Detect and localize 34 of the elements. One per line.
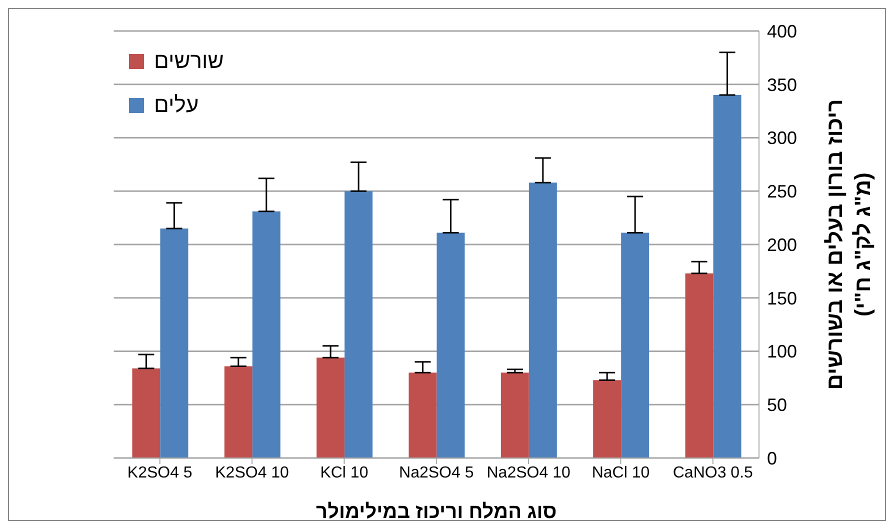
- y-tick-label: 0: [767, 448, 778, 468]
- y-tick-label: 400: [767, 21, 798, 42]
- x-tick-label: K2SO4 5: [127, 464, 192, 482]
- y-tick-label: 50: [767, 395, 788, 416]
- x-tick-label: Na2SO4 10: [486, 464, 570, 482]
- y-tick-label: 150: [767, 288, 798, 308]
- bar: [316, 358, 345, 458]
- y-axis-title: ריכוז בורון בעלים או בשורשים (מ"ג לק"ג ח"י): [822, 99, 875, 390]
- y-tick-label: 250: [767, 182, 798, 202]
- x-tick-label: Na2SO4 5: [399, 464, 474, 482]
- bar: [132, 368, 160, 458]
- x-axis-title: סוג המלח וריכוז במילימולר: [316, 501, 557, 523]
- bar: [344, 191, 373, 458]
- y-tick-label: 100: [767, 342, 798, 362]
- legend-label: שורשים: [154, 48, 224, 74]
- legend-label: עלים: [154, 92, 199, 118]
- x-tick-label: CaNO3 0.5: [672, 464, 754, 482]
- x-tick-label: NaCl 10: [592, 464, 650, 482]
- bar: [713, 95, 742, 458]
- y-tick-label: 350: [767, 74, 798, 95]
- bar: [252, 211, 280, 458]
- x-tick-label: KCl 10: [320, 464, 368, 482]
- bar: [528, 182, 557, 458]
- bar: [621, 232, 650, 458]
- bar: [160, 228, 188, 458]
- bar: [408, 372, 437, 458]
- bar: [224, 366, 252, 458]
- y-tick-label: 200: [767, 234, 798, 255]
- bar: [500, 372, 529, 458]
- bar: [436, 232, 465, 458]
- y-tick-label: 300: [767, 128, 798, 148]
- x-tick-label: K2SO4 10: [215, 464, 290, 482]
- bar: [685, 273, 714, 458]
- bar: [593, 380, 622, 458]
